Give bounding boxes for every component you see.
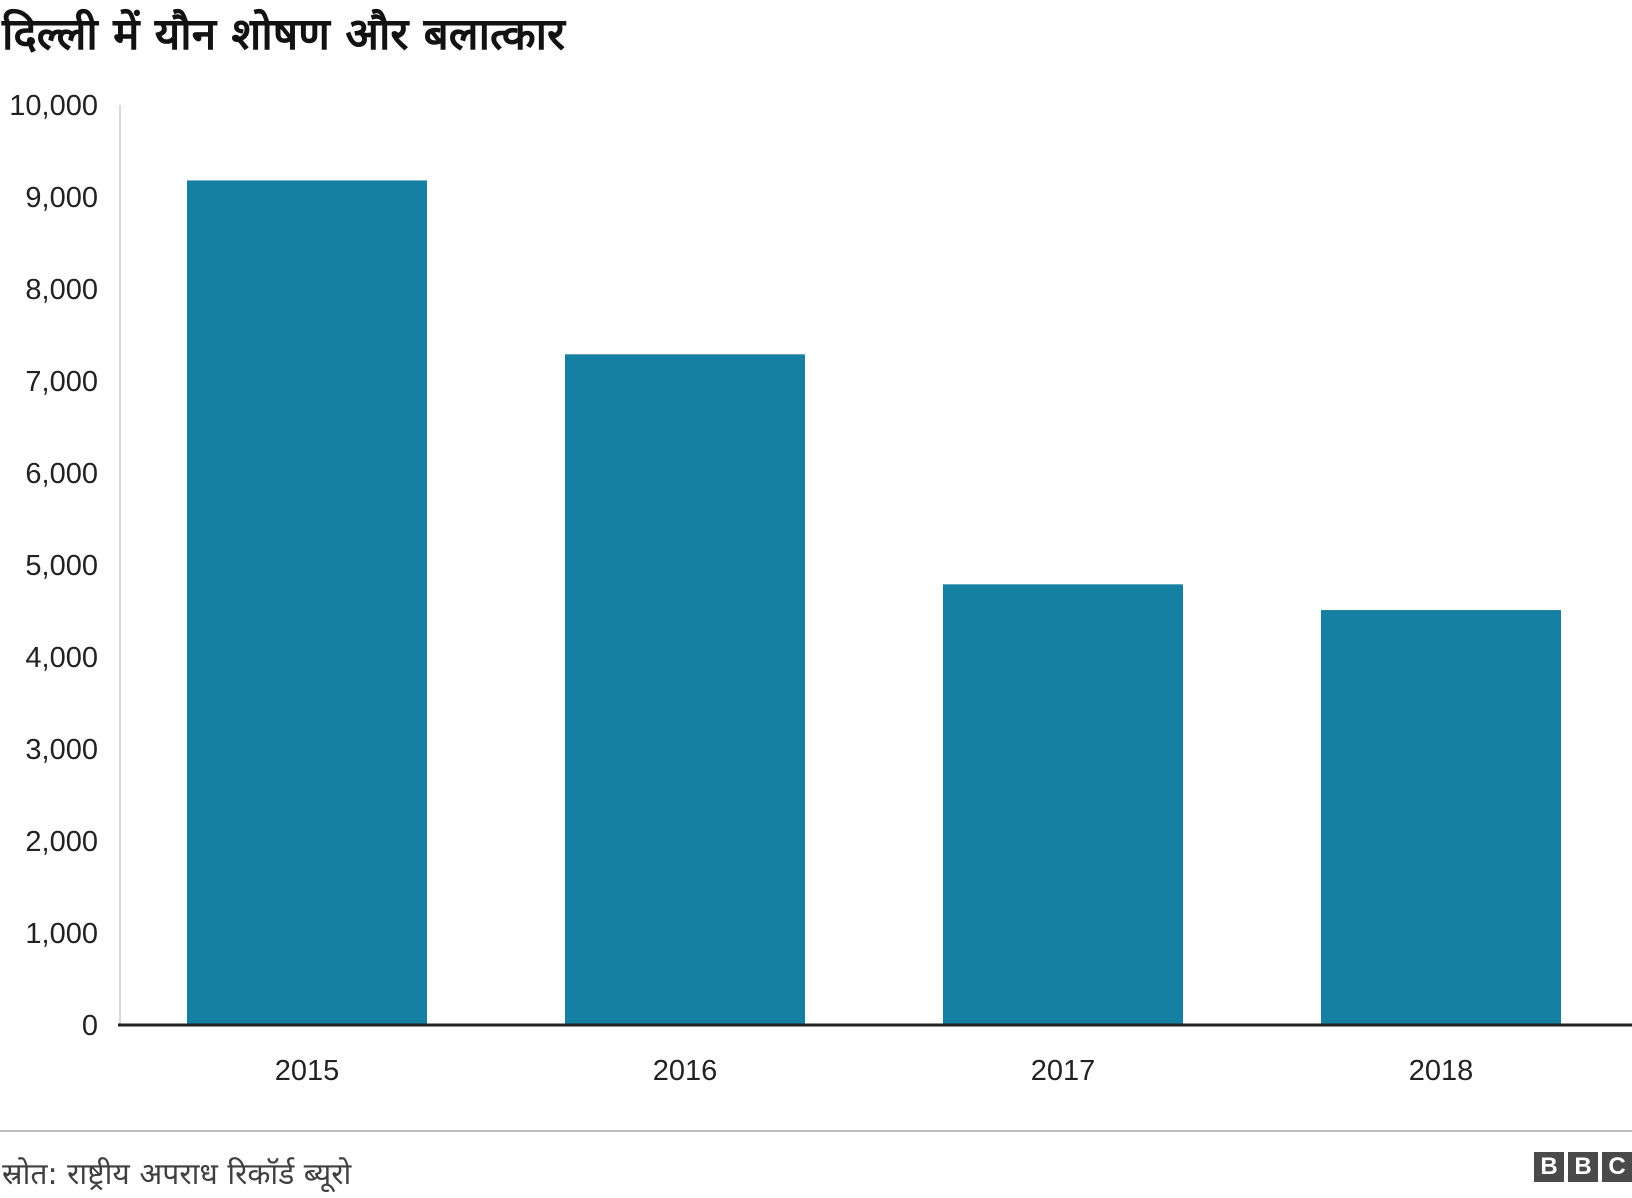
- y-tick-label: 10,000: [9, 90, 98, 122]
- y-tick-labels: 0 1,000 2,000 3,000 4,000 5,000 6,000 7,000 8,00…: [9, 90, 98, 1042]
- y-tick-label: 4,000: [25, 642, 98, 674]
- x-tick-label: 2015: [275, 1055, 340, 1087]
- y-tick-label: 9,000: [25, 182, 98, 214]
- chart-title: दिल्ली में यौन शोषण और बलात्कार: [2, 9, 566, 60]
- bar-2017: [943, 584, 1183, 1025]
- logo-letter-c: C: [1602, 1152, 1632, 1182]
- x-tick-labels: 2015 2016 2017 2018: [275, 1055, 1474, 1087]
- bbc-logo: B B C: [1534, 1152, 1632, 1182]
- logo-letter-b1: B: [1534, 1152, 1564, 1182]
- x-tick-label: 2016: [653, 1055, 718, 1087]
- bars: [187, 180, 1561, 1025]
- source-note: स्रोत: राष्ट्रीय अपराध रिकॉर्ड ब्यूरो: [2, 1157, 352, 1192]
- x-tick-label: 2017: [1031, 1055, 1096, 1087]
- footer-divider: [0, 1130, 1632, 1132]
- y-tick-label: 8,000: [25, 274, 98, 306]
- y-tick-label: 5,000: [25, 550, 98, 582]
- y-tick-label: 3,000: [25, 734, 98, 766]
- bar-chart: 0 1,000 2,000 3,000 4,000 5,000 6,000 7,000 8,00…: [9, 90, 1632, 1087]
- y-tick-label: 2,000: [25, 826, 98, 858]
- y-tick-label: 6,000: [25, 458, 98, 490]
- logo-letter-b2: B: [1568, 1152, 1598, 1182]
- bar-2018: [1321, 610, 1561, 1025]
- bar-2015: [187, 180, 427, 1025]
- bar-2016: [565, 354, 805, 1025]
- y-tick-label: 0: [82, 1010, 98, 1042]
- y-tick-label: 7,000: [25, 366, 98, 398]
- y-tick-label: 1,000: [25, 918, 98, 950]
- x-tick-label: 2018: [1409, 1055, 1474, 1087]
